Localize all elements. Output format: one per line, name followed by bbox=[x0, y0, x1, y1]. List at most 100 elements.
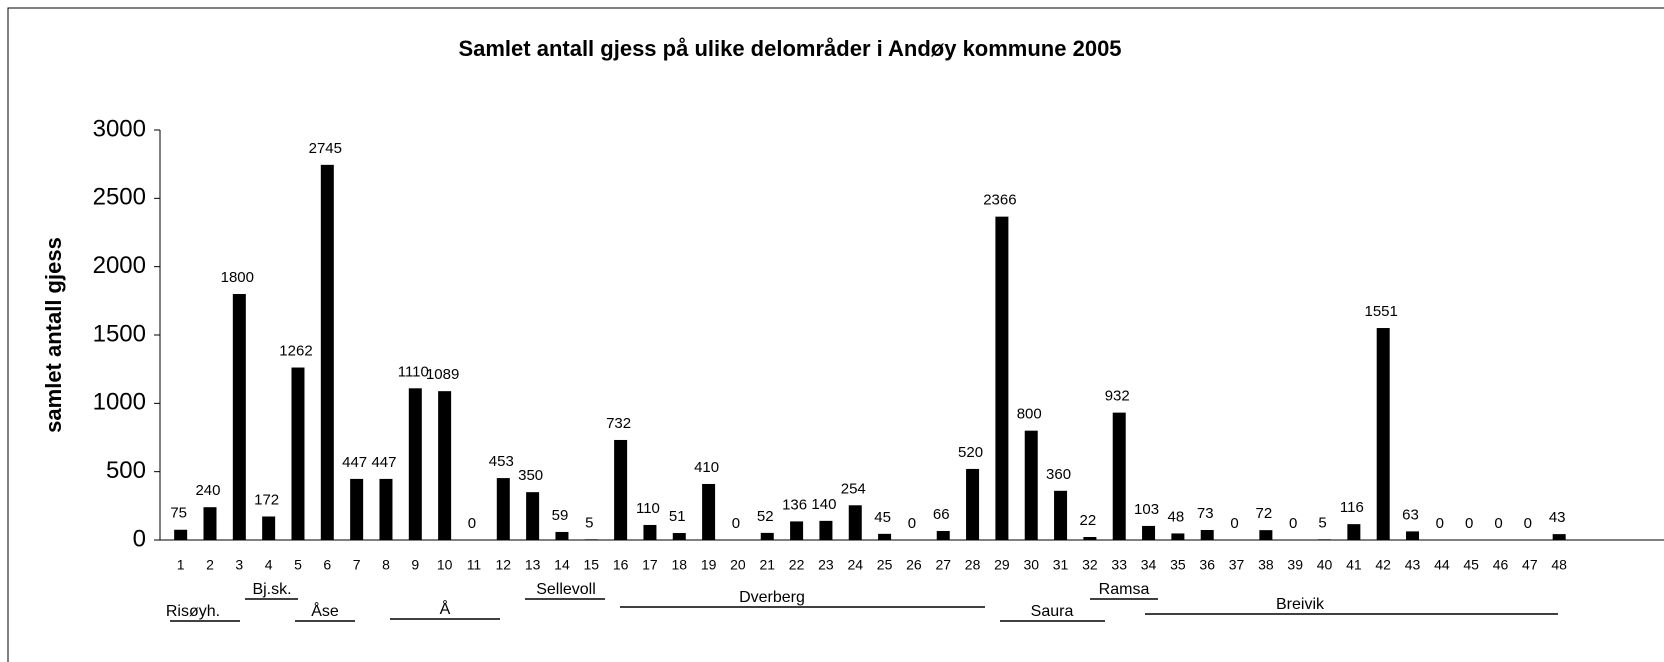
x-tick-label: 32 bbox=[1082, 557, 1098, 573]
value-label: 1089 bbox=[426, 366, 459, 383]
x-tick-label: 5 bbox=[294, 557, 302, 573]
x-tick-label: 8 bbox=[382, 557, 390, 573]
x-tick-label: 28 bbox=[965, 557, 981, 573]
group-label: Sellevoll bbox=[536, 581, 596, 598]
bar bbox=[320, 164, 334, 540]
y-tick-label: 1500 bbox=[93, 320, 146, 347]
x-tick-label: 41 bbox=[1346, 557, 1362, 573]
group-label: Risøyh. bbox=[166, 603, 220, 620]
bar bbox=[291, 367, 305, 540]
bar bbox=[203, 507, 217, 540]
bar bbox=[174, 529, 188, 540]
x-tick-label: 45 bbox=[1463, 557, 1479, 573]
bar bbox=[1112, 412, 1126, 540]
bar bbox=[966, 468, 980, 540]
value-label: 0 bbox=[1230, 515, 1238, 532]
bar bbox=[584, 539, 598, 540]
value-label: 520 bbox=[958, 444, 983, 461]
bar bbox=[848, 505, 862, 540]
bar bbox=[760, 532, 774, 540]
bar bbox=[438, 391, 452, 540]
value-label: 45 bbox=[874, 509, 891, 526]
group-label: Ramsa bbox=[1099, 581, 1150, 598]
x-tick-label: 1 bbox=[177, 557, 185, 573]
bar bbox=[262, 516, 276, 540]
x-tick-label: 21 bbox=[759, 557, 775, 573]
y-tick-label: 2000 bbox=[93, 252, 146, 279]
value-label: 254 bbox=[841, 480, 866, 497]
x-tick-label: 11 bbox=[467, 557, 482, 573]
x-tick-label: 10 bbox=[437, 557, 453, 573]
bar bbox=[1142, 525, 1156, 540]
x-tick-label: 24 bbox=[847, 557, 863, 573]
bar bbox=[878, 533, 892, 540]
bar bbox=[1347, 524, 1361, 540]
value-label: 103 bbox=[1134, 501, 1159, 518]
x-tick-label: 7 bbox=[353, 557, 361, 573]
bar bbox=[555, 531, 569, 540]
x-tick-label: 31 bbox=[1053, 557, 1069, 573]
group-label: Dverberg bbox=[739, 589, 805, 606]
group-label: Saura bbox=[1031, 603, 1074, 620]
x-tick-label: 26 bbox=[906, 557, 922, 573]
x-tick-label: 48 bbox=[1551, 557, 1567, 573]
value-label: 72 bbox=[1256, 505, 1273, 522]
value-label: 2366 bbox=[983, 192, 1016, 209]
x-tick-label: 15 bbox=[583, 557, 599, 573]
bar bbox=[408, 388, 422, 540]
bar bbox=[790, 521, 804, 540]
bar bbox=[1376, 328, 1390, 540]
bar bbox=[1171, 533, 1185, 540]
bar bbox=[702, 483, 716, 540]
value-label: 0 bbox=[468, 515, 476, 532]
bar bbox=[995, 216, 1009, 540]
x-tick-label: 38 bbox=[1258, 557, 1274, 573]
value-label: 0 bbox=[1436, 515, 1444, 532]
y-tick-label: 2500 bbox=[93, 184, 146, 211]
y-tick-label: 0 bbox=[133, 525, 146, 552]
y-tick-label: 1000 bbox=[93, 389, 146, 416]
x-tick-label: 44 bbox=[1434, 557, 1450, 573]
x-tick-label: 14 bbox=[554, 557, 570, 573]
x-tick-label: 22 bbox=[789, 557, 805, 573]
value-label: 48 bbox=[1168, 508, 1185, 525]
x-tick-label: 42 bbox=[1375, 557, 1391, 573]
x-tick-label: 13 bbox=[525, 557, 541, 573]
value-label: 0 bbox=[908, 515, 916, 532]
value-label: 732 bbox=[606, 415, 631, 432]
value-label: 0 bbox=[1465, 515, 1473, 532]
x-tick-label: 30 bbox=[1023, 557, 1039, 573]
x-tick-label: 25 bbox=[877, 557, 893, 573]
y-tick-label: 500 bbox=[106, 457, 146, 484]
group-label: Å bbox=[440, 599, 451, 618]
bar bbox=[1406, 531, 1420, 540]
x-tick-label: 20 bbox=[730, 557, 746, 573]
bar bbox=[496, 478, 510, 540]
y-tick-label: 3000 bbox=[93, 115, 146, 142]
value-label: 453 bbox=[489, 453, 514, 470]
chart-border bbox=[7, 7, 1664, 662]
value-label: 59 bbox=[552, 507, 569, 524]
x-tick-label: 17 bbox=[642, 557, 658, 573]
x-tick-label: 3 bbox=[235, 557, 243, 573]
x-tick-label: 36 bbox=[1199, 557, 1215, 573]
value-label: 1551 bbox=[1365, 303, 1398, 320]
group-label: Bj.sk. bbox=[252, 581, 291, 598]
bar bbox=[672, 533, 686, 540]
x-tick-label: 35 bbox=[1170, 557, 1186, 573]
x-tick-label: 19 bbox=[701, 557, 717, 573]
bar bbox=[1318, 539, 1332, 540]
value-label: 240 bbox=[195, 482, 220, 499]
x-tick-label: 23 bbox=[818, 557, 834, 573]
value-label: 116 bbox=[1340, 499, 1364, 516]
value-label: 410 bbox=[694, 459, 719, 476]
value-label: 350 bbox=[518, 467, 543, 484]
x-tick-label: 40 bbox=[1317, 557, 1333, 573]
value-label: 447 bbox=[371, 454, 396, 471]
value-label: 5 bbox=[585, 514, 593, 531]
value-label: 63 bbox=[1402, 506, 1419, 523]
value-label: 800 bbox=[1017, 406, 1042, 423]
value-label: 73 bbox=[1197, 505, 1214, 522]
bar bbox=[232, 294, 246, 540]
